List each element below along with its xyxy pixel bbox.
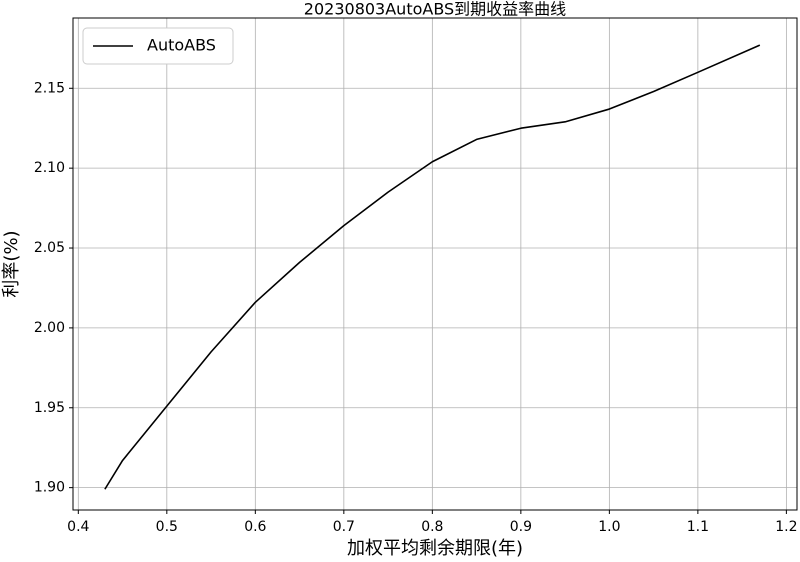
line-series	[104, 44, 761, 490]
legend-box	[82, 27, 234, 65]
y-axis-label: 利率(%)	[1, 230, 22, 297]
x-tick-label: 1.2	[775, 519, 797, 535]
x-tick-label: 1.1	[687, 519, 709, 535]
x-tick-label: 0.9	[510, 519, 532, 535]
y-tick-label: 2.15	[34, 80, 65, 96]
legend-label: AutoABS	[147, 36, 216, 55]
x-tick-label: 0.6	[244, 519, 266, 535]
y-tick-label: 1.95	[34, 400, 65, 416]
x-tick-label: 0.7	[333, 519, 355, 535]
y-tick-label: 2.05	[34, 240, 65, 256]
y-tick-label: 1.90	[34, 480, 65, 496]
chart-title: 20230803AutoABS到期收益率曲线	[304, 0, 566, 19]
plot-frame	[72, 17, 798, 511]
x-tick-label: 1.0	[598, 519, 620, 535]
y-tick-label: 2.10	[34, 160, 65, 176]
y-tick-label: 2.00	[34, 320, 65, 336]
x-tick-label: 0.4	[67, 519, 89, 535]
x-tick-label: 0.8	[421, 519, 443, 535]
x-axis-label: 加权平均剩余期限(年)	[347, 538, 523, 559]
x-tick-label: 0.5	[156, 519, 178, 535]
